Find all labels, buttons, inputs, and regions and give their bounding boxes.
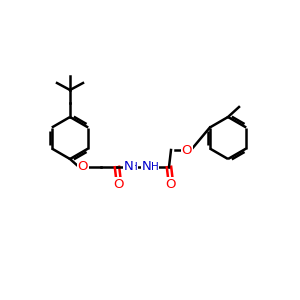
Text: H: H <box>130 162 138 172</box>
Text: O: O <box>114 178 124 190</box>
Text: O: O <box>78 160 88 173</box>
Text: N: N <box>142 160 152 173</box>
Text: O: O <box>182 143 192 157</box>
Text: H: H <box>151 162 159 172</box>
Text: O: O <box>166 178 176 190</box>
Text: N: N <box>124 160 134 173</box>
